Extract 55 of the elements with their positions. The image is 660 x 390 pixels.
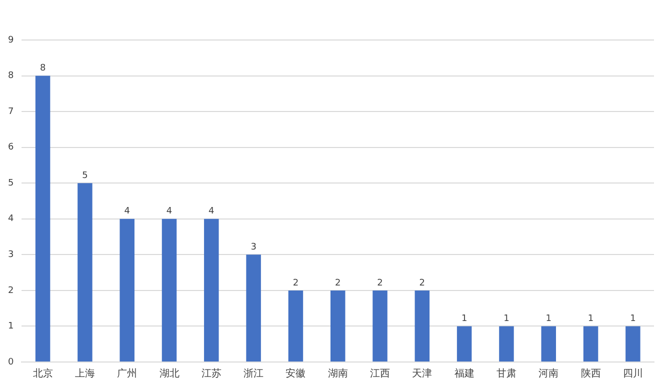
data-label: 4 [124, 206, 130, 217]
x-tick-label: 上海 [74, 368, 95, 380]
bar [35, 76, 50, 362]
x-tick-label: 江苏 [201, 368, 222, 380]
data-label: 8 [40, 64, 46, 74]
bar [414, 290, 430, 362]
y-tick-label: 5 [8, 178, 14, 188]
x-tick-label: 陕西 [580, 368, 601, 380]
bar [78, 183, 92, 362]
bar [330, 290, 346, 362]
x-tick-label: 河南 [538, 368, 559, 380]
y-tick-label: 4 [8, 214, 14, 224]
bar [288, 290, 304, 362]
data-label: 1 [588, 314, 594, 324]
x-tick-label: 甘肃 [496, 368, 516, 380]
data-label: 5 [82, 170, 88, 181]
x-tick-label: 四川 [622, 368, 643, 380]
x-tick-label: 广州 [117, 368, 138, 380]
data-label: 2 [419, 278, 426, 288]
bar [499, 326, 514, 362]
data-label: 1 [630, 314, 636, 324]
bar [246, 254, 261, 362]
bar [626, 326, 640, 362]
bar [541, 326, 556, 362]
x-tick-label: 湖南 [328, 368, 348, 380]
x-tick-label: 北京 [32, 368, 53, 380]
y-tick-label: 6 [8, 142, 14, 153]
bar [456, 326, 472, 362]
y-tick-label: 0 [8, 357, 14, 368]
x-tick-label: 天津 [412, 368, 432, 380]
data-label: 2 [377, 278, 383, 288]
y-tick-label: 8 [8, 71, 14, 82]
bar [120, 218, 134, 362]
data-label: 3 [250, 242, 256, 253]
data-label: 1 [546, 314, 552, 324]
y-tick-label: 7 [8, 106, 14, 117]
data-label: 2 [292, 278, 299, 288]
data-label: 1 [461, 314, 468, 324]
bar [162, 218, 177, 362]
data-label: 4 [208, 206, 215, 217]
x-tick-label: 浙江 [244, 368, 264, 380]
y-tick-label: 3 [8, 250, 14, 260]
x-tick-label: 湖北 [159, 368, 180, 380]
data-label: 2 [334, 278, 341, 288]
x-tick-label: 福建 [454, 368, 474, 380]
bar [583, 326, 598, 362]
x-tick-label: 江西 [370, 368, 390, 380]
x-tick-label: 安徽 [286, 368, 306, 380]
bar [372, 290, 388, 362]
y-tick-label: 9 [8, 35, 14, 46]
y-tick-label: 1 [8, 322, 14, 332]
y-tick-label: 2 [8, 286, 14, 296]
data-label: 1 [504, 314, 510, 324]
bar [204, 218, 219, 362]
data-label: 4 [166, 206, 172, 217]
